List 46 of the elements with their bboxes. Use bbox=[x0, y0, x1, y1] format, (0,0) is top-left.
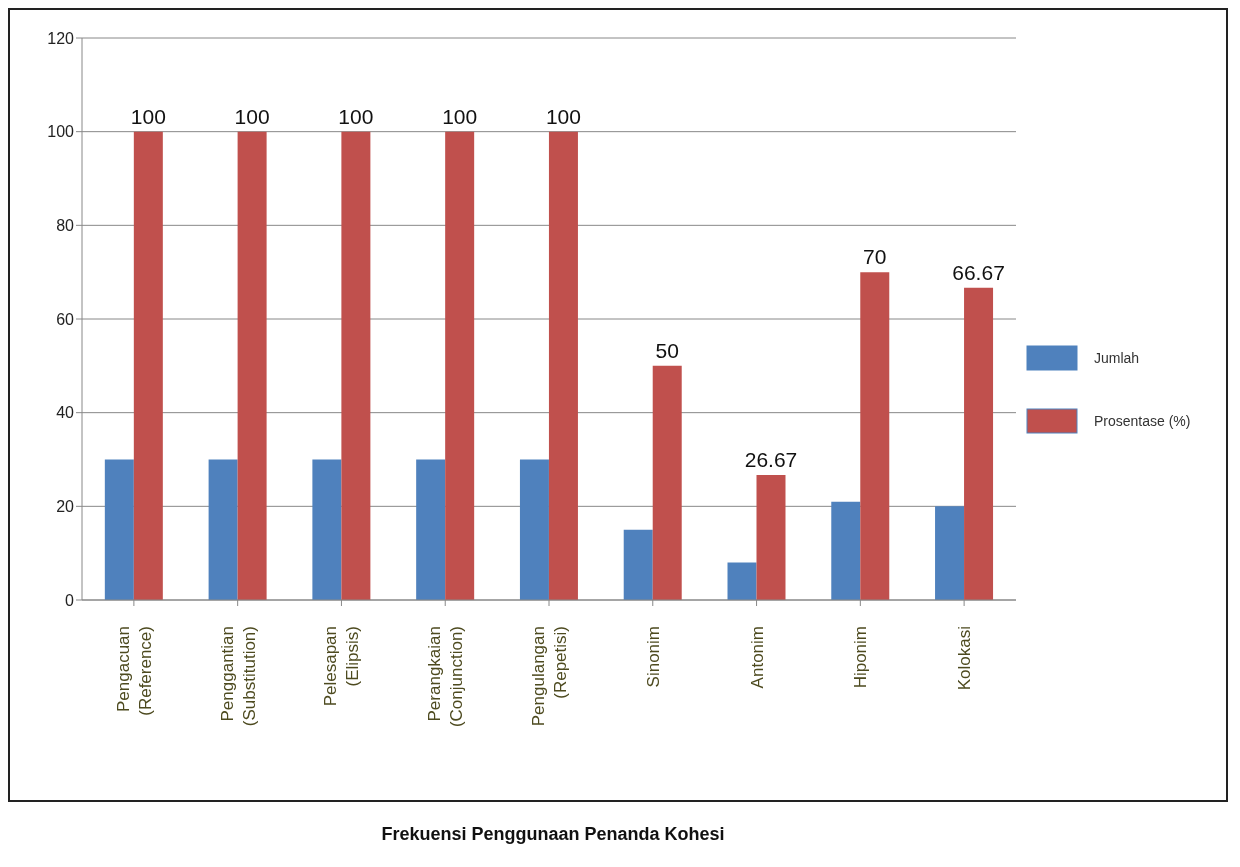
data-label: 26.67 bbox=[744, 448, 798, 472]
bar bbox=[756, 475, 786, 600]
bar bbox=[623, 529, 653, 600]
data-label: 100 bbox=[442, 104, 478, 128]
bar bbox=[652, 365, 682, 600]
x-tick-label: Hiponim bbox=[851, 626, 871, 689]
bar bbox=[964, 287, 994, 600]
data-label: 70 bbox=[863, 245, 887, 269]
x-tick-label: Kolokasi bbox=[955, 626, 975, 691]
data-label: 100 bbox=[234, 104, 270, 128]
data-label: 50 bbox=[655, 338, 679, 362]
y-tick-label: 60 bbox=[56, 310, 75, 328]
y-tick-label: 20 bbox=[56, 498, 75, 516]
x-tick-label: Sinonim bbox=[643, 626, 663, 688]
y-tick-label: 100 bbox=[47, 123, 75, 141]
y-tick-label: 40 bbox=[56, 404, 75, 422]
bar bbox=[341, 131, 371, 600]
x-tick-label: Pengulangan (Repetisi) bbox=[529, 626, 570, 727]
data-label: 100 bbox=[545, 104, 581, 128]
y-tick-label: 80 bbox=[56, 217, 75, 235]
x-tick-label: Pengacuan (Reference) bbox=[113, 626, 155, 716]
bar bbox=[860, 272, 890, 600]
bar bbox=[519, 459, 549, 600]
bar bbox=[312, 459, 342, 600]
x-tick-label: Perangkaian (Conjunction) bbox=[425, 626, 467, 728]
x-tick-label: Pelesapan (Elipsis) bbox=[321, 626, 363, 707]
data-label: 100 bbox=[130, 104, 166, 128]
legend-label: Jumlah bbox=[1094, 350, 1140, 366]
x-tick-label: Penggantian (Substitution) bbox=[217, 626, 259, 727]
bar bbox=[831, 501, 861, 600]
bar bbox=[548, 131, 578, 600]
bar bbox=[208, 459, 238, 600]
x-tick-label: Antonim bbox=[747, 626, 767, 689]
legend-label: Prosentase (%) bbox=[1094, 413, 1191, 429]
bar bbox=[237, 131, 267, 600]
bar bbox=[133, 131, 163, 600]
y-tick-label: 120 bbox=[47, 29, 75, 47]
text: Frekuensi Penggunaan Penanda Kohesi bbox=[380, 824, 726, 845]
data-label: 100 bbox=[338, 104, 374, 128]
bar bbox=[104, 459, 134, 600]
bar bbox=[935, 506, 965, 600]
y-tick-label: 0 bbox=[65, 591, 75, 609]
bar bbox=[445, 131, 475, 600]
data-label: 66.67 bbox=[952, 260, 1005, 284]
bar bbox=[727, 562, 757, 600]
bar bbox=[416, 459, 446, 600]
